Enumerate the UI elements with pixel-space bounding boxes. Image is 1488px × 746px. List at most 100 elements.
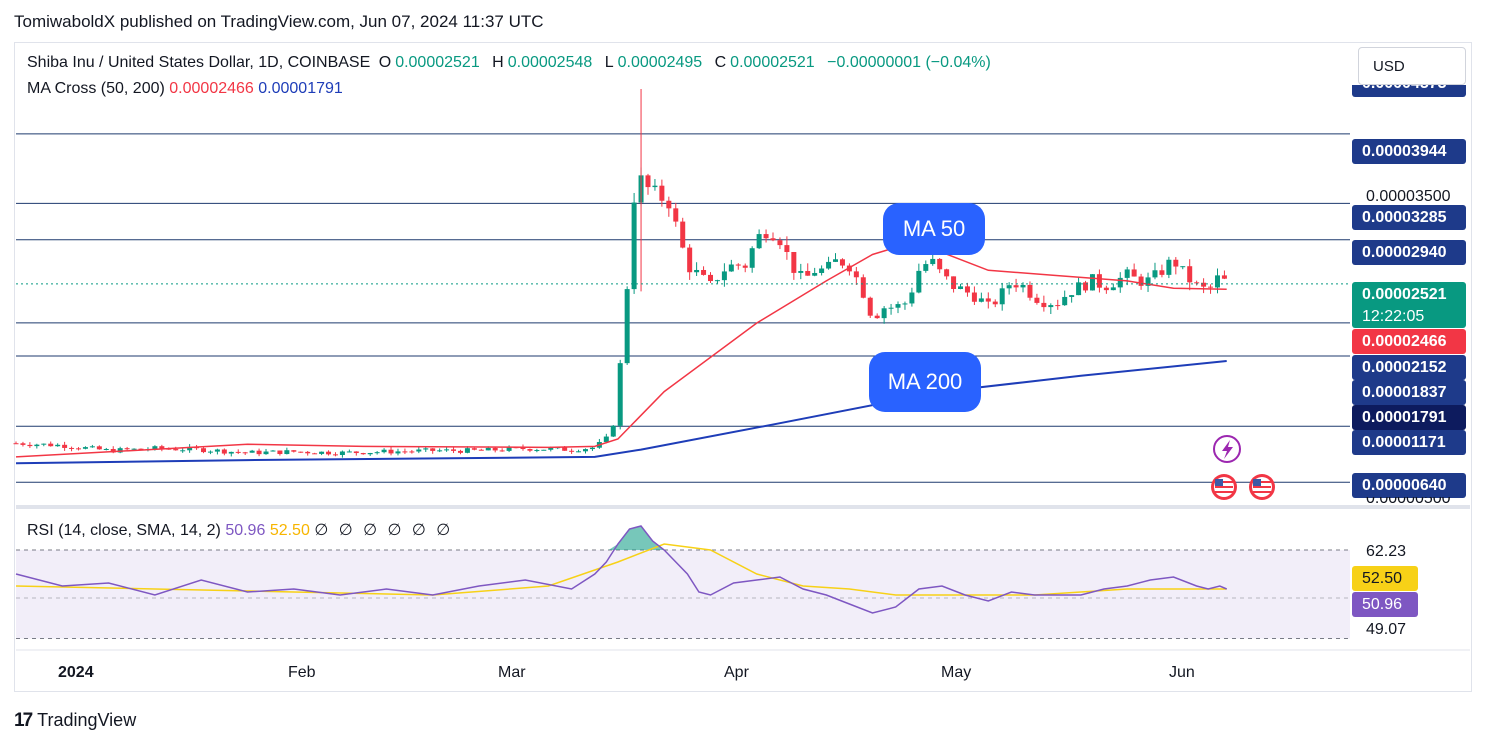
candle-body xyxy=(1138,276,1144,286)
candle-body xyxy=(464,448,470,453)
price-label-0640: 0.00000640 xyxy=(1352,473,1466,498)
rsi-sma-label: 52.50 xyxy=(1352,566,1418,591)
candle-body xyxy=(923,264,929,271)
candle-body xyxy=(367,452,373,455)
candle-body xyxy=(694,269,700,273)
candle-body xyxy=(1145,277,1151,286)
candle-body xyxy=(353,451,359,454)
candle-body xyxy=(96,446,102,450)
candle-body xyxy=(55,444,61,447)
candle-body xyxy=(791,252,797,273)
candle-body xyxy=(652,185,658,188)
candle-body xyxy=(978,298,984,302)
rsi-label: RSI (14, close, SMA, 14, 2) xyxy=(27,522,221,539)
candle-body xyxy=(1194,282,1200,284)
candle-body xyxy=(964,286,970,293)
candle-body xyxy=(589,447,595,450)
ma50-price-label: 0.00002466 xyxy=(1352,329,1466,354)
candle-body xyxy=(999,288,1005,305)
candle-body xyxy=(971,292,977,302)
horizontal-levels xyxy=(16,133,1350,483)
price-label-top-cut: 0.00004373 xyxy=(1352,85,1466,97)
candle-body xyxy=(1131,269,1137,277)
rsi-value-label: 50.96 xyxy=(1352,592,1418,617)
candle-body xyxy=(1048,305,1054,308)
ma-cross-legend[interactable]: MA Cross (50, 200) 0.00002466 0.00001791 xyxy=(27,80,343,98)
candle-body xyxy=(659,185,665,201)
candle-body xyxy=(714,280,720,282)
brand[interactable]: 17 TradingView xyxy=(14,710,136,732)
candle-body xyxy=(708,274,713,282)
ma200-callout: MA 200 xyxy=(869,352,981,412)
candle-body xyxy=(416,449,422,452)
candle-body xyxy=(34,444,40,447)
candle-body xyxy=(853,271,859,278)
ma200-line xyxy=(15,360,1227,465)
candle-body xyxy=(388,449,394,454)
candle-body xyxy=(471,448,477,450)
symbol-legend: Shiba Inu / United States Dollar, 1D, CO… xyxy=(27,54,995,72)
candle-body xyxy=(506,447,512,451)
candle-body xyxy=(138,448,144,450)
candle-body xyxy=(235,451,241,453)
rsi-tick-bottom: 49.07 xyxy=(1366,621,1407,638)
high-label: H xyxy=(492,54,504,71)
publisher-line: TomiwaboldX published on TradingView.com… xyxy=(14,12,544,31)
candle-body xyxy=(881,308,887,319)
candle-body xyxy=(319,451,325,454)
candle-body xyxy=(916,270,922,293)
high-value: 0.00002548 xyxy=(507,54,593,71)
ma-cross-label: MA Cross (50, 200) xyxy=(27,80,165,97)
candle-body xyxy=(1201,282,1207,287)
time-label-2024: 2024 xyxy=(58,664,94,681)
close-label: C xyxy=(714,54,727,71)
candle-body xyxy=(485,447,491,451)
candle-body xyxy=(152,446,158,450)
candle-body xyxy=(1055,305,1061,307)
price-label-3944: 0.00003944 xyxy=(1352,139,1466,164)
candle-body xyxy=(777,240,783,246)
candle-body xyxy=(395,451,401,454)
candle-body xyxy=(1152,270,1158,278)
candle-body xyxy=(867,297,873,316)
candle-body xyxy=(888,307,894,309)
candle-body xyxy=(187,446,193,451)
candle-body xyxy=(1159,270,1165,275)
open-label: O xyxy=(378,54,392,71)
candle-body xyxy=(117,448,123,453)
candle-body xyxy=(305,451,311,454)
candle-body xyxy=(291,450,297,452)
candle-body xyxy=(69,447,75,449)
candle-body xyxy=(951,276,957,289)
candle-body xyxy=(742,265,748,268)
candle-body xyxy=(610,425,616,437)
candle-body xyxy=(1096,274,1102,288)
us-flag-event-icon xyxy=(1249,474,1275,500)
rsi-band xyxy=(16,550,1350,639)
price-tick-3500: 0.00003500 xyxy=(1366,188,1451,205)
candle-body xyxy=(201,448,207,453)
currency-button[interactable]: USD xyxy=(1358,47,1466,85)
candle-body xyxy=(298,451,304,453)
candle-body xyxy=(958,286,964,289)
candle-body xyxy=(48,443,54,447)
rsi-legend[interactable]: RSI (14, close, SMA, 14, 2) 50.96 52.50 … xyxy=(27,520,453,540)
change-value: −0.00000001 (−0.04%) xyxy=(827,54,991,71)
ma50-legend-value: 0.00002466 xyxy=(169,80,254,97)
candle-body xyxy=(895,304,901,308)
tradingview-logo-icon: 17 xyxy=(14,710,33,731)
symbol-title: Shiba Inu / United States Dollar, 1D, CO… xyxy=(27,54,371,71)
candle-body xyxy=(687,247,693,273)
candle-body xyxy=(874,315,880,319)
candle-body xyxy=(1006,285,1012,289)
price-tick-bottom-cut: 0.00000500 xyxy=(1366,497,1451,507)
candle-body xyxy=(478,449,484,451)
candle-body xyxy=(492,447,498,451)
candle-body xyxy=(756,234,762,249)
candle-body xyxy=(631,202,637,290)
candle-body xyxy=(423,448,429,450)
candle-body xyxy=(520,447,526,450)
us-flag-event-icon xyxy=(1211,474,1237,500)
candle-body xyxy=(860,277,866,298)
